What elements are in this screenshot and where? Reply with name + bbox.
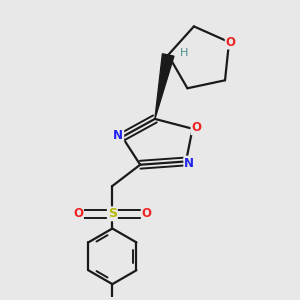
Text: O: O bbox=[226, 35, 236, 49]
Text: N: N bbox=[113, 129, 123, 142]
Text: O: O bbox=[73, 207, 83, 220]
Text: O: O bbox=[142, 207, 152, 220]
Text: S: S bbox=[108, 207, 117, 220]
Polygon shape bbox=[155, 54, 174, 119]
Text: H: H bbox=[180, 48, 189, 58]
Text: N: N bbox=[184, 157, 194, 169]
Text: O: O bbox=[191, 121, 202, 134]
